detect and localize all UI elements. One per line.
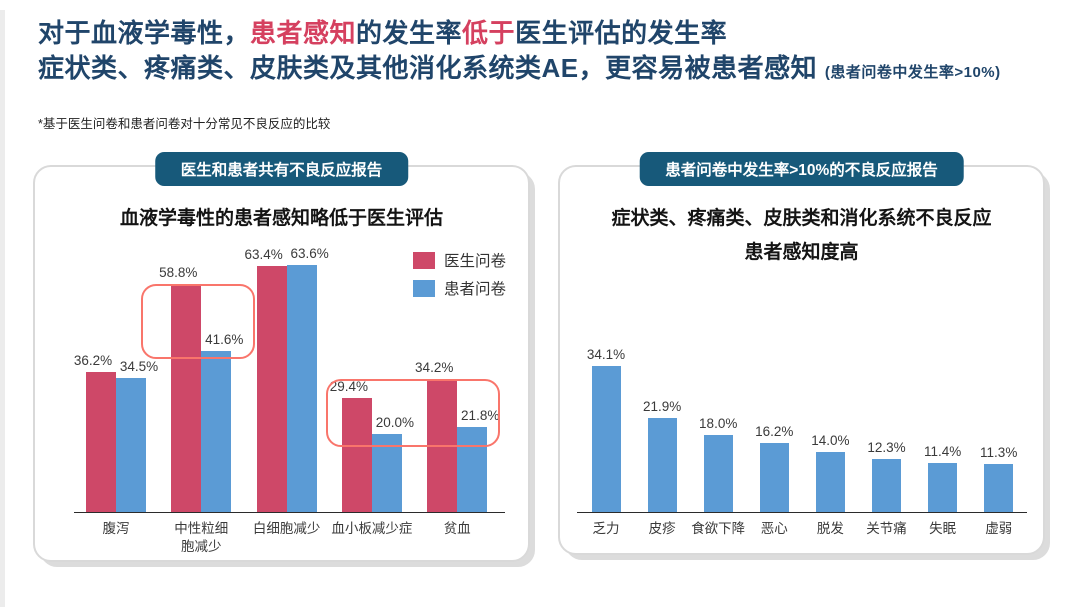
bar	[928, 463, 958, 512]
value-label: 12.3%	[867, 440, 906, 455]
bar	[591, 366, 621, 512]
title-segment: 对于血液学毒性，	[38, 18, 251, 48]
value-label: 14.0%	[811, 433, 850, 448]
title-segment: 医生评估的发生率	[515, 18, 728, 48]
value-label: 34.5%	[119, 359, 159, 374]
title-segment-accent: 患者感知	[250, 18, 357, 48]
patient-series-label: 患者问卷	[443, 281, 506, 298]
value-label: 36.2%	[73, 353, 113, 368]
category-label: 贫血	[443, 521, 471, 536]
title-line-2: 症状类、疼痛类、皮肤类及其他消化系统类AE，更容易被患者感知 (患者问卷中发生率…	[38, 51, 1058, 90]
legend-row-doctor: 医生问卷	[412, 249, 506, 271]
left-chart-legend: 医生问卷 患者问卷	[412, 249, 506, 305]
category-label: 皮疹	[648, 521, 676, 536]
x-axis-line	[74, 512, 505, 513]
title-segment: 的发生率	[356, 18, 463, 48]
category-label: 食欲下降	[691, 521, 746, 536]
doctor-series-swatch	[412, 251, 435, 269]
value-label: 34.1%	[586, 347, 626, 362]
bar	[201, 351, 232, 512]
right-chart-title-line2: 患者感知度高	[744, 242, 859, 263]
bar	[815, 452, 845, 512]
category-label: 失眠	[929, 521, 957, 536]
value-label: 58.8%	[159, 265, 198, 280]
right-panel-badge: 患者问卷中发生率>10%的不良反应报告	[639, 152, 964, 186]
title-line2-main: 症状类、疼痛类、皮肤类及其他消化系统类AE，更容易被患者感知	[38, 53, 818, 83]
legend-row-patient: 患者问卷	[412, 277, 506, 299]
value-label: 11.4%	[923, 444, 962, 459]
patient-series-swatch	[412, 279, 435, 297]
bar	[647, 418, 677, 512]
category-label: 中性粒细胞减少	[174, 521, 229, 554]
title-line2-paren: (患者问卷中发生率>10%)	[824, 64, 1001, 81]
highlight-box-neutropenia	[141, 284, 255, 359]
page-left-edge	[0, 10, 5, 607]
value-label: 41.6%	[205, 332, 244, 347]
highlight-box-thrombocytopenia-anemia	[326, 379, 500, 447]
right-chart-plot: 34.1% 乏力 21.9% 皮疹 18.0% 食欲下降 16.2% 恶心 14.0% 脱发 12.…	[560, 167, 1043, 553]
category-label: 关节痛	[866, 521, 907, 536]
bar	[457, 427, 488, 512]
category-label: 虚弱	[985, 521, 1013, 536]
slide-header: 对于血液学毒性，患者感知的发生率低于医生评估的发生率 症状类、疼痛类、皮肤类及其…	[38, 16, 1058, 90]
bar	[872, 459, 901, 512]
left-panel-badge: 医生和患者共有不良反应报告	[154, 152, 409, 186]
value-label: 63.6%	[290, 246, 329, 261]
bar	[86, 372, 116, 512]
value-label: 63.4%	[244, 247, 283, 262]
x-axis-line	[577, 512, 1027, 513]
category-label: 血小板减少症	[331, 521, 413, 536]
bar	[286, 265, 317, 512]
value-label: 21.8%	[461, 408, 500, 423]
bar	[759, 443, 789, 512]
category-label: 脱发	[816, 521, 844, 536]
bar	[371, 434, 402, 512]
right-panel-card: 患者问卷中发生率>10%的不良反应报告 症状类、疼痛类、皮肤类和消化系统不良反应…	[558, 152, 1045, 555]
bar	[984, 464, 1014, 512]
left-chart-title: 血液学毒性的患者感知略低于医生评估	[119, 208, 443, 229]
bar	[256, 266, 287, 512]
doctor-series-label: 医生问卷	[443, 253, 506, 270]
title-segment-accent: 低于	[462, 18, 516, 48]
category-label: 乏力	[592, 521, 620, 536]
value-label: 11.3%	[980, 445, 1018, 460]
bar	[171, 284, 202, 512]
value-label: 20.0%	[375, 415, 415, 430]
left-chart-plot: 36.2% 34.5% 腹泻 58.8% 41.6% 中性粒细胞减少 63.4% 63.6% 白…	[35, 167, 528, 560]
left-panel-card: 医生和患者共有不良反应报告 血液学毒性的患者感知略低于医生评估 医生问卷 患者问…	[33, 152, 530, 562]
bar	[703, 435, 733, 512]
title-line-1: 对于血液学毒性，患者感知的发生率低于医生评估的发生率	[38, 16, 1058, 51]
value-label: 16.2%	[755, 424, 794, 439]
value-label: 34.2%	[415, 360, 454, 375]
bar	[341, 398, 372, 512]
category-label: 白细胞减少	[252, 521, 321, 536]
bar	[116, 378, 146, 512]
footnote: *基于医生问卷和患者问卷对十分常见不良反应的比较	[38, 117, 331, 131]
right-chart-title-line1: 症状类、疼痛类、皮肤类和消化系统不良反应	[611, 208, 992, 229]
category-label: 恶心	[760, 521, 788, 536]
value-label: 18.0%	[699, 416, 738, 431]
value-label: 21.9%	[642, 399, 682, 414]
category-label: 腹泻	[102, 521, 130, 536]
